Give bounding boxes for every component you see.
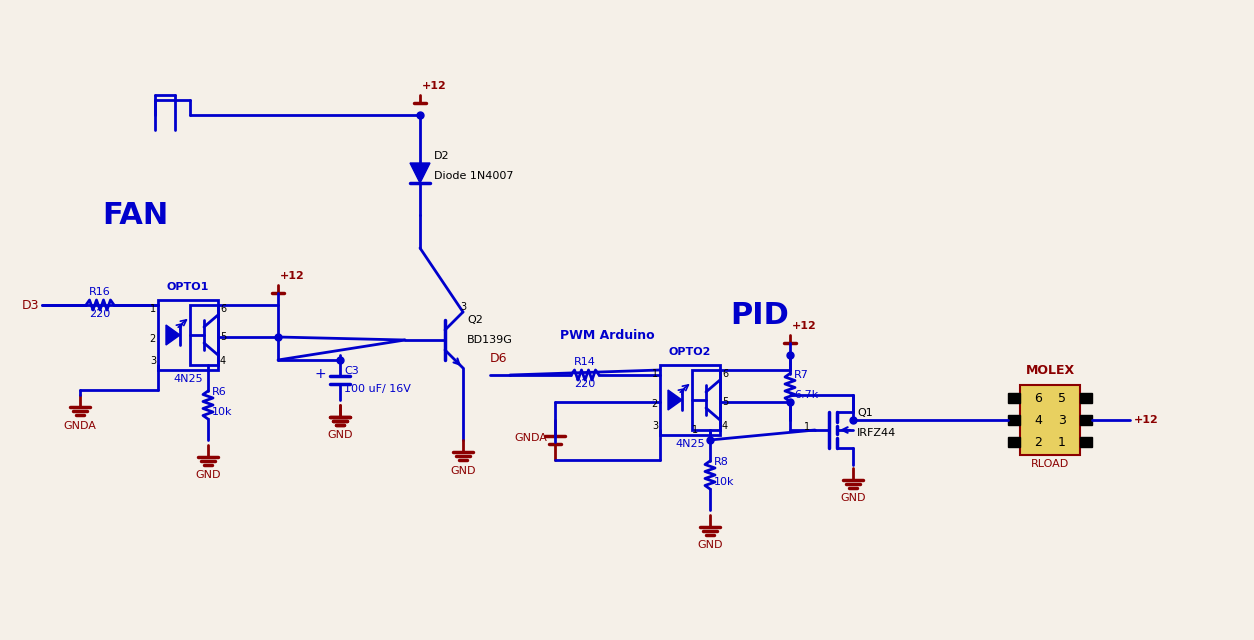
Text: 4N25: 4N25 — [675, 439, 705, 449]
Text: +12: +12 — [280, 271, 305, 281]
Text: GNDA: GNDA — [64, 421, 97, 431]
Text: R14: R14 — [574, 357, 596, 367]
Text: 6: 6 — [219, 304, 226, 314]
Text: IRFZ44: IRFZ44 — [856, 428, 897, 438]
Text: 1: 1 — [150, 304, 155, 314]
Text: 3: 3 — [1058, 413, 1066, 426]
Text: Q2: Q2 — [466, 315, 483, 325]
Bar — [1080, 393, 1092, 403]
Text: 2: 2 — [149, 334, 155, 344]
Polygon shape — [410, 163, 430, 183]
Text: GND: GND — [327, 430, 352, 440]
Text: R7: R7 — [794, 369, 809, 380]
Text: RLOAD: RLOAD — [1031, 459, 1070, 469]
Text: 6.7k: 6.7k — [794, 390, 819, 399]
Text: 100 uF/ 16V: 100 uF/ 16V — [344, 384, 411, 394]
Text: GND: GND — [450, 466, 475, 476]
Text: 3: 3 — [652, 421, 658, 431]
Text: OPTO1: OPTO1 — [167, 282, 209, 292]
Text: 5: 5 — [1058, 392, 1066, 404]
Text: 1: 1 — [692, 425, 698, 435]
Text: GNDA: GNDA — [514, 433, 547, 443]
Text: +12: +12 — [423, 81, 446, 91]
Text: 4: 4 — [219, 356, 226, 366]
Text: 1: 1 — [804, 422, 810, 432]
Text: D3: D3 — [23, 298, 39, 312]
Text: FAN: FAN — [102, 200, 168, 230]
Text: GND: GND — [697, 540, 722, 550]
Text: 2: 2 — [1035, 435, 1042, 449]
Text: 1: 1 — [1058, 435, 1066, 449]
Text: 4N25: 4N25 — [173, 374, 203, 384]
Text: 5: 5 — [219, 332, 226, 342]
Text: D6: D6 — [490, 351, 508, 365]
Text: +12: +12 — [793, 321, 816, 331]
Bar — [158, 300, 218, 370]
Polygon shape — [668, 390, 682, 410]
Text: GND: GND — [196, 470, 221, 480]
Text: C3: C3 — [344, 366, 359, 376]
Text: R8: R8 — [714, 457, 729, 467]
Bar — [660, 365, 720, 435]
Text: 3: 3 — [150, 356, 155, 366]
Bar — [1008, 415, 1020, 425]
Text: D2: D2 — [434, 151, 450, 161]
Text: BD139G: BD139G — [466, 335, 513, 345]
Text: 4: 4 — [722, 421, 729, 431]
Bar — [1020, 385, 1080, 455]
Text: 1: 1 — [652, 369, 658, 379]
Text: +12: +12 — [1134, 415, 1159, 425]
Bar — [1008, 393, 1020, 403]
Text: 6: 6 — [722, 369, 729, 379]
Bar — [1008, 437, 1020, 447]
Text: R6: R6 — [212, 387, 227, 397]
Text: 6: 6 — [1035, 392, 1042, 404]
Text: 10k: 10k — [212, 407, 232, 417]
Text: +: + — [315, 367, 326, 381]
Text: Q1: Q1 — [856, 408, 873, 418]
Bar — [1080, 437, 1092, 447]
Text: PWM Arduino: PWM Arduino — [561, 328, 655, 342]
Polygon shape — [166, 325, 181, 345]
Text: 10k: 10k — [714, 477, 735, 487]
Text: Diode 1N4007: Diode 1N4007 — [434, 171, 513, 181]
Text: R16: R16 — [89, 287, 110, 297]
Text: OPTO2: OPTO2 — [668, 347, 711, 357]
Text: 5: 5 — [722, 397, 729, 407]
Bar — [1080, 415, 1092, 425]
Text: 220: 220 — [574, 379, 596, 389]
Text: 2: 2 — [652, 399, 658, 409]
Text: PID: PID — [731, 301, 790, 330]
Bar — [692, 370, 720, 430]
Text: GND: GND — [840, 493, 865, 503]
Text: 4: 4 — [1035, 413, 1042, 426]
Text: 220: 220 — [89, 309, 110, 319]
Text: 3: 3 — [460, 302, 466, 312]
Bar — [191, 305, 218, 365]
Text: MOLEX: MOLEX — [1026, 364, 1075, 377]
